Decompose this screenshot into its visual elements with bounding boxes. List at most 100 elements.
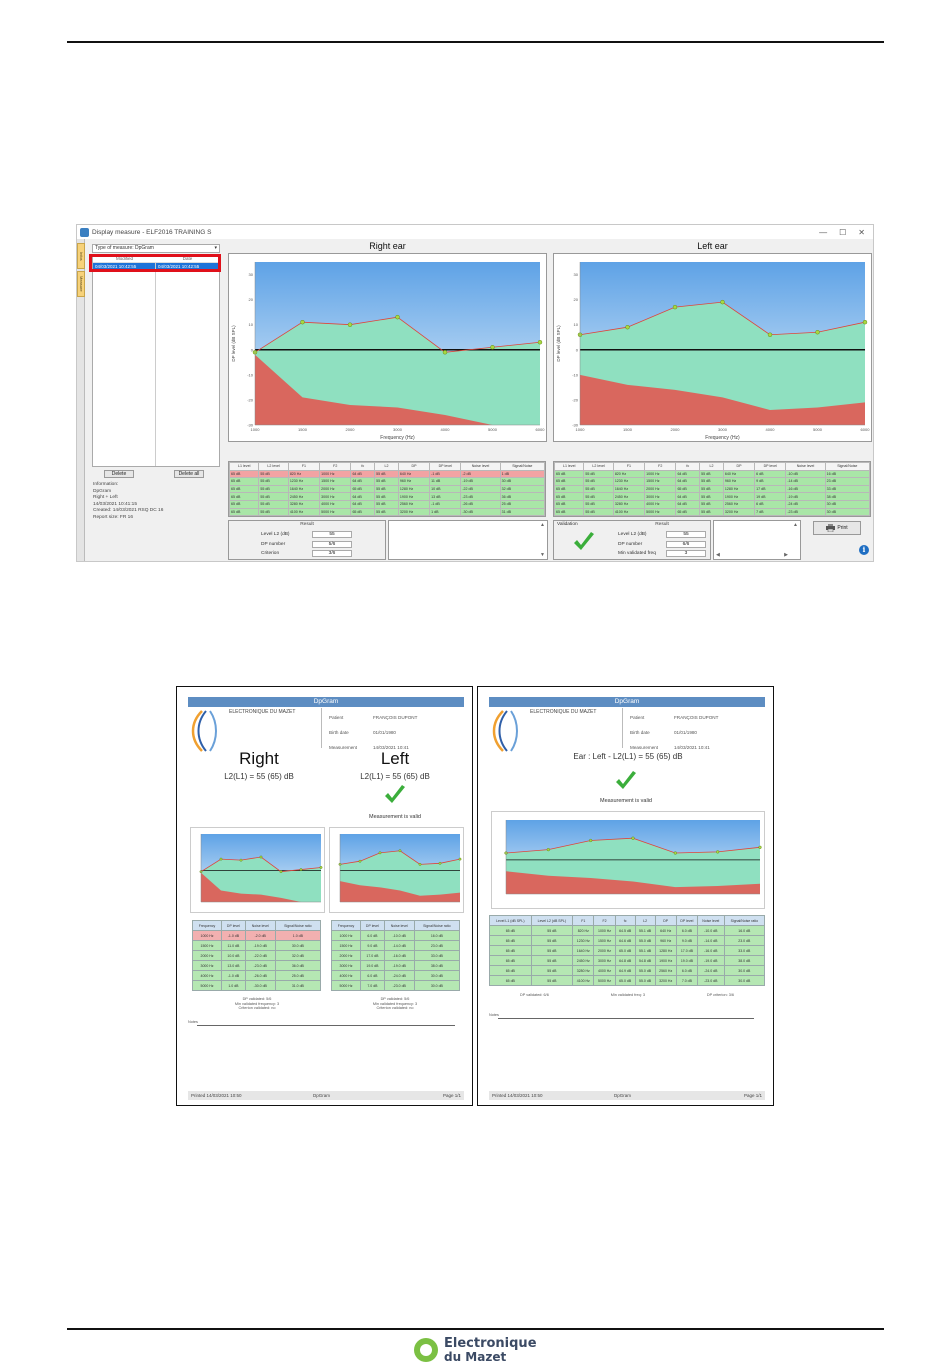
left-notes[interactable]: ▲ ◀ ▶ (713, 520, 801, 560)
column-header: Signal/Noise (824, 462, 870, 471)
right-result-value: 3/6 (312, 550, 352, 557)
table-row: 3000 Hz 19.0 dB -19.0 dB 38.0 dB (330, 960, 461, 971)
column-header: Noise level (785, 462, 826, 471)
table-cell: 30.0 dB (413, 970, 461, 981)
table-cell: -10.0 dB (696, 925, 725, 936)
table-cell: 38.0 dB (723, 955, 766, 966)
table-cell: 55.0 dB (634, 975, 656, 986)
table-cell: 2560 Hz (397, 499, 431, 509)
table-row: 65 dB 55 dB 4100 Hz 5000 Hz 65 dB 55 dB 3200 H… (229, 507, 545, 516)
y-tick-label: -10 (572, 372, 579, 377)
column-header: DP (722, 462, 756, 471)
data-point (219, 857, 223, 861)
table-cell: 32.0 dB (274, 950, 322, 961)
report-chart-box (491, 811, 765, 909)
y-tick-label: -30 (247, 423, 254, 428)
tab-measure[interactable]: Measure (77, 271, 85, 297)
table-cell: 7.0 dB (360, 980, 385, 991)
report-lab-name: ELECTRONIQUE DU MAZET (530, 709, 597, 715)
scroll-right-icon[interactable]: ▶ (784, 552, 788, 558)
maximize-icon[interactable]: ☐ (839, 227, 847, 237)
table-cell: 1000 Hz (644, 469, 677, 479)
table-row: 65 dB 55 dB 1640 Hz 2000 Hz 65 dB 55 dB 1280 H… (229, 484, 545, 494)
info-line: Report size: FR 16 (93, 514, 133, 520)
table-cell: 13 dB (429, 492, 462, 501)
info-line: Information: (93, 482, 119, 487)
right-ear-chart-box: 1000 1500 2000 3000 4000 5000 6000 -30 -20 -10 0 10… (228, 253, 547, 442)
field-divider (321, 708, 322, 748)
column-header: Signal/Noise ratio (723, 915, 766, 926)
scroll-left-icon[interactable]: ◀ (716, 552, 720, 558)
right-side-title: Right (239, 749, 279, 768)
delete-button[interactable]: Delete (104, 470, 134, 478)
left-side-level: L2(L1) = 55 (65) dB (360, 772, 430, 781)
right-ear-table: L1 level L2 level F1 F2 fc L2 DP DP level Noise … (228, 461, 546, 517)
table-cell: 1000 Hz (319, 469, 352, 479)
table-cell: 820 Hz (287, 469, 321, 479)
note-line: DP validated: 5/6 (242, 997, 272, 1001)
column-header: Signal/Noise ratio (413, 920, 461, 931)
info-icon[interactable]: i (859, 545, 869, 555)
column-header: F2 (319, 462, 352, 471)
left-result-label: Level L2 (dB) (618, 532, 647, 537)
table-cell: 64 dB (675, 477, 701, 486)
table-cell: -16.0 dB (383, 950, 415, 961)
delete-all-button[interactable]: Delete all (174, 470, 204, 478)
print-button[interactable]: Print (813, 521, 861, 535)
list-header-date: Date (182, 256, 193, 261)
table-cell: 55 dB (258, 484, 289, 494)
left-result-value: 3 (666, 550, 706, 557)
scroll-up-icon[interactable]: ▲ (540, 522, 545, 528)
table-cell: 64.6 dB (614, 935, 636, 946)
table-cell: -19.0 dB (244, 940, 276, 951)
footer-right: Page 1/1 (442, 1093, 461, 1098)
data-point (716, 850, 720, 854)
table-cell: 30.0 dB (413, 980, 461, 991)
data-point (546, 847, 550, 852)
data-point (395, 314, 400, 320)
table-cell: 7 dB (754, 507, 787, 516)
table-cell: 65 dB (554, 477, 585, 486)
table-cell: 65 dB (229, 477, 260, 486)
footer-center: DpGram (313, 1093, 331, 1098)
field-value: 14/03/2021 10:41 (674, 745, 710, 750)
table-cell: 1640 Hz (572, 945, 595, 956)
table-cell: 65 dB (229, 484, 260, 494)
table-cell: 640 Hz (654, 925, 677, 936)
info-line: Right + Left (93, 495, 118, 501)
measure-list[interactable]: Modified Date 04/03/2021 10:42:55 04/03/… (92, 255, 220, 467)
right-ear-panel: Right ear 1000 1500 2000 3000 4000 5000 6000 -3… (225, 239, 550, 443)
left-ear-chart: 1000 1500 2000 3000 4000 5000 6000 -30 -20 -10 0 10… (556, 262, 870, 441)
right-notes[interactable]: ▲ ▼ (388, 520, 548, 560)
field-value: 01/01/1980 (674, 730, 697, 735)
column-header: F2 (644, 462, 677, 471)
scroll-down-icon[interactable]: ▼ (540, 552, 545, 558)
right-result-value: 55 (312, 531, 352, 538)
table-cell: 4100 Hz (612, 507, 646, 516)
table-cell: 65 dB (554, 499, 585, 509)
table-cell: -1 dB (429, 499, 462, 509)
table-cell: 2000 Hz (644, 484, 677, 494)
tab-infos[interactable]: Infos (77, 243, 85, 269)
x-tick-label: 1000 (576, 427, 586, 432)
list-header: Modified Date (93, 256, 219, 263)
data-point (589, 838, 593, 843)
table-cell: 5000 Hz (330, 980, 362, 991)
column-header: fc (350, 462, 376, 471)
valid-message: Measurement is valid (600, 798, 652, 804)
table-cell: 2000 Hz (191, 950, 223, 961)
list-item-selected[interactable]: 04/03/2021 10:42:55 04/03/2021 10:42:55 (93, 263, 219, 270)
table-cell: 55 dB (374, 507, 399, 516)
notes-line (197, 1025, 455, 1026)
y-tick-label: 0 (576, 347, 579, 352)
column-header: fc (675, 462, 701, 471)
close-icon[interactable]: ✕ (858, 227, 865, 237)
table-cell: 1000 Hz (191, 930, 223, 941)
table-cell: 11 dB (429, 477, 462, 486)
table-cell: 55 dB (699, 499, 724, 509)
minimize-icon[interactable]: — (819, 227, 828, 237)
table-cell: 65 dB (229, 492, 260, 501)
scroll-up-icon[interactable]: ▲ (793, 522, 798, 528)
measure-type-select[interactable]: Type of measure: DpGram ▾ (92, 244, 220, 253)
field-divider (622, 708, 623, 748)
